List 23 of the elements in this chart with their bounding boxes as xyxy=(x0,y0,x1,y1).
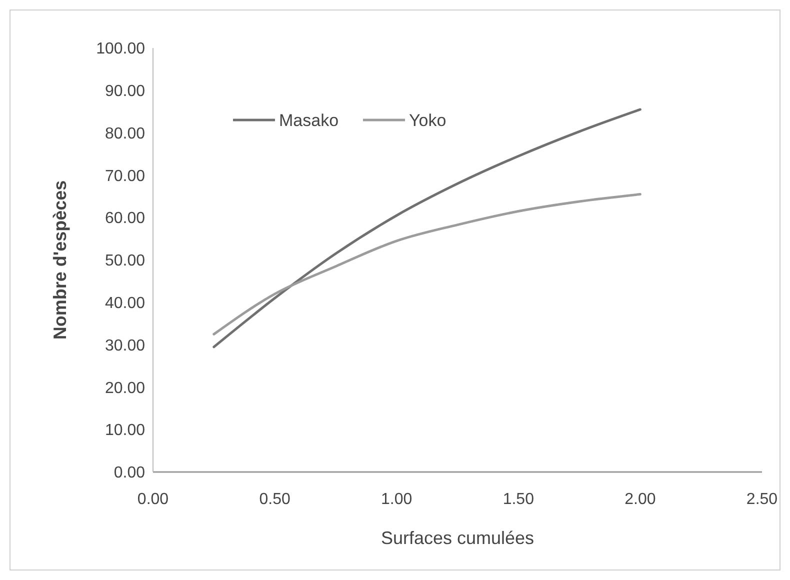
y-tick-label: 0.00 xyxy=(114,464,146,482)
x-tick-label: 0.50 xyxy=(259,491,290,508)
line-series xyxy=(212,193,642,336)
line-series xyxy=(212,108,642,348)
x-tick-label: 1.00 xyxy=(381,491,412,508)
x-tick-label: 0.00 xyxy=(137,491,169,508)
legend-label: Yoko xyxy=(409,110,446,130)
legend-label: Masako xyxy=(279,110,339,130)
y-tick-label: 80.00 xyxy=(104,125,146,142)
y-axis-title: Nombre d'espèces xyxy=(50,180,70,340)
y-tick-label: 60.00 xyxy=(104,210,146,228)
y-tick-label: 20.00 xyxy=(104,380,146,397)
y-tick-label: 30.00 xyxy=(104,337,146,354)
y-tick-label: 50.00 xyxy=(104,252,146,270)
y-tick-label: 90.00 xyxy=(104,83,146,100)
x-tick-label: 2.50 xyxy=(746,491,778,508)
y-tick-label: 40.00 xyxy=(104,295,146,312)
y-tick-label: 10.00 xyxy=(104,422,146,440)
y-tick-label: 100.00 xyxy=(96,40,146,58)
y-tick-label: 70.00 xyxy=(104,168,146,185)
x-axis-title: Surfaces cumulées xyxy=(380,528,534,548)
x-tick-label: 1.50 xyxy=(502,491,534,508)
x-tick-label: 2.00 xyxy=(624,491,656,508)
